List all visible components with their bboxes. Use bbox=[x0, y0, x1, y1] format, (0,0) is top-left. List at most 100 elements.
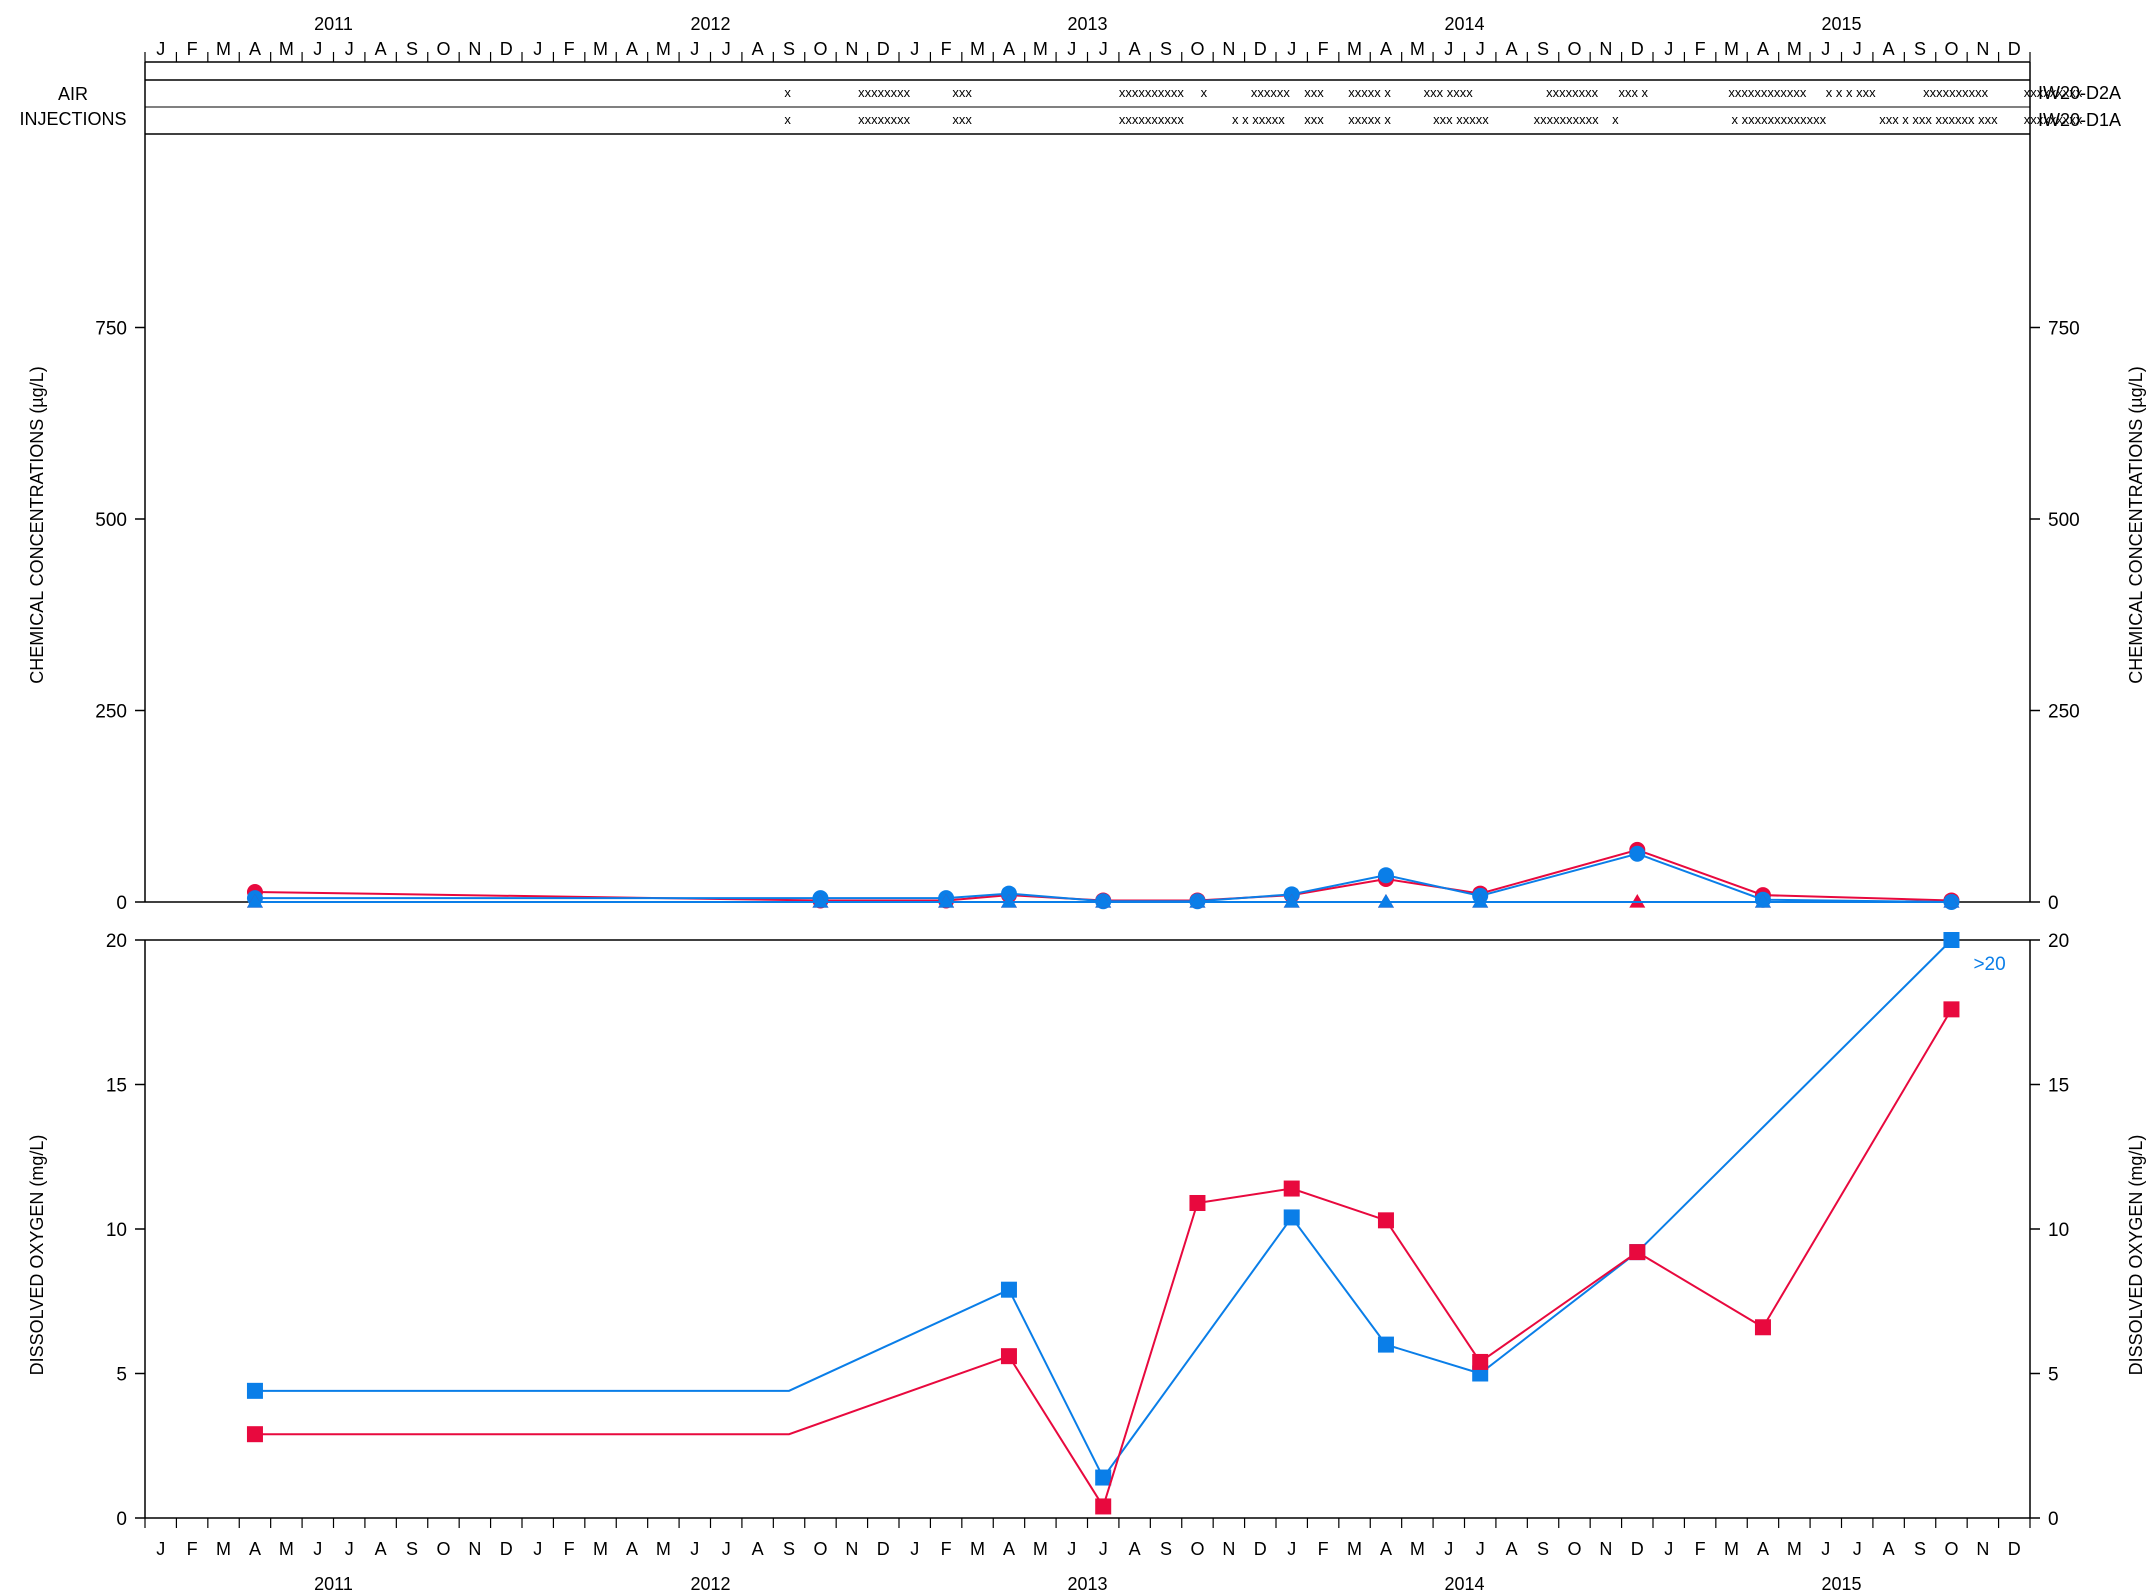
oxygen-y-tick-label-left: 10 bbox=[106, 1220, 127, 1241]
oxygen-y-ticks: 0 0 5 5 10 10 15 15 20 20 bbox=[106, 931, 2069, 1530]
bottom-year-label: 2012 bbox=[690, 1574, 730, 1594]
top-month-label: J bbox=[1067, 39, 1076, 59]
top-year-labels: 2011 2012 2013 2014 2015 bbox=[314, 14, 1861, 34]
top-month-label: J bbox=[1287, 39, 1296, 59]
injection-well-label: IW20-D2A bbox=[2038, 83, 2121, 103]
oxygen-y-tick-label-right: 15 bbox=[2048, 1076, 2069, 1097]
top-year-label: 2013 bbox=[1067, 14, 1107, 34]
chart-annotations: >20 bbox=[1973, 954, 2005, 975]
top-month-label: J bbox=[345, 39, 354, 59]
oxygen-data-point bbox=[1377, 1336, 1394, 1353]
top-month-label: M bbox=[1724, 39, 1739, 59]
bottom-month-label: M bbox=[593, 1539, 608, 1559]
chemical-data-point bbox=[1189, 894, 1206, 908]
bottom-month-label: A bbox=[1129, 1539, 1141, 1559]
top-month-label: J bbox=[690, 39, 699, 59]
top-month-label: J bbox=[1476, 39, 1485, 59]
top-year-label: 2015 bbox=[1821, 14, 1861, 34]
oxygen-data-point bbox=[246, 1426, 263, 1443]
bottom-month-label: A bbox=[375, 1539, 387, 1559]
bottom-month-label: J bbox=[533, 1539, 542, 1559]
oxygen-data-point bbox=[1943, 932, 1960, 948]
chemical-data-point bbox=[1283, 894, 1300, 908]
bottom-month-label: N bbox=[468, 1539, 481, 1559]
top-month-label: A bbox=[1883, 39, 1895, 59]
bottom-month-label: N bbox=[1599, 1539, 1612, 1559]
y-axis-label-left-bottom: DISSOLVED OXYGEN (mg/L) bbox=[27, 1135, 47, 1376]
top-year-label: 2011 bbox=[314, 14, 353, 34]
oxygen-y-tick-label-left: 5 bbox=[116, 1365, 127, 1386]
top-month-label: S bbox=[1914, 39, 1926, 59]
top-month-label: M bbox=[216, 39, 231, 59]
bottom-month-label: J bbox=[690, 1539, 699, 1559]
bottom-month-label: F bbox=[941, 1539, 952, 1559]
top-month-label: N bbox=[1222, 39, 1235, 59]
oxygen-y-tick-label-right: 5 bbox=[2048, 1365, 2059, 1386]
top-month-label: M bbox=[656, 39, 671, 59]
oxygen-data-point bbox=[1000, 1281, 1017, 1298]
top-month-label: O bbox=[813, 39, 827, 59]
air-injections-label-line2: INJECTIONS bbox=[19, 109, 126, 129]
air-injections-label-line1: AIR bbox=[58, 84, 88, 104]
top-month-label: N bbox=[468, 39, 481, 59]
oxygen-data-point bbox=[1095, 1498, 1112, 1515]
top-year-label: 2014 bbox=[1444, 14, 1484, 34]
top-month-label: A bbox=[375, 39, 387, 59]
oxygen-data-point bbox=[1283, 1180, 1300, 1197]
chemical-y-tick-label-left: 0 bbox=[116, 893, 127, 914]
oxygen-data-point bbox=[1189, 1194, 1206, 1211]
bottom-month-label: J bbox=[345, 1539, 354, 1559]
top-month-label: O bbox=[1944, 39, 1958, 59]
bottom-month-label: F bbox=[1695, 1539, 1706, 1559]
top-month-label: F bbox=[564, 39, 575, 59]
bottom-month-label: F bbox=[1318, 1539, 1329, 1559]
bottom-month-label: J bbox=[1821, 1539, 1830, 1559]
injection-mark: xxxxxxxxxx bbox=[1119, 112, 1185, 127]
bottom-month-label: S bbox=[406, 1539, 418, 1559]
y-axis-label-right-bottom: DISSOLVED OXYGEN (mg/L) bbox=[2126, 1135, 2146, 1376]
injection-mark: x xxxxxxxxxxxxx bbox=[1732, 112, 1827, 127]
injection-mark: xxx x xxx xxxxxx xxx bbox=[1879, 112, 1998, 127]
injection-mark: xxxxx x bbox=[1348, 85, 1391, 100]
bottom-month-label: N bbox=[1976, 1539, 1989, 1559]
top-month-label: A bbox=[1757, 39, 1769, 59]
bottom-month-label: J bbox=[1476, 1539, 1485, 1559]
chemical-series bbox=[246, 841, 1960, 910]
oxygen-data-point bbox=[246, 1382, 263, 1399]
oxygen-data-point bbox=[1377, 1212, 1394, 1229]
injection-mark: xxx bbox=[952, 112, 972, 127]
bottom-month-label: A bbox=[1757, 1539, 1769, 1559]
chemical-y-tick-label-left: 500 bbox=[95, 510, 127, 531]
oxygen-y-tick-label-right: 0 bbox=[2048, 1509, 2059, 1530]
injection-mark: xxx x bbox=[1618, 85, 1648, 100]
bottom-year-label: 2015 bbox=[1821, 1574, 1861, 1594]
injection-well-label: IW20-D1A bbox=[2038, 110, 2121, 130]
chemical-data-point bbox=[1095, 894, 1112, 908]
oxygen-data-point bbox=[1754, 1319, 1771, 1336]
injection-mark: x bbox=[1612, 112, 1619, 127]
injection-mark: xxx xxxxx bbox=[1433, 112, 1489, 127]
bottom-month-label: A bbox=[1380, 1539, 1392, 1559]
bottom-month-label: S bbox=[1537, 1539, 1549, 1559]
top-month-label: J bbox=[1853, 39, 1862, 59]
injection-mark: xxx bbox=[952, 85, 972, 100]
top-month-label: D bbox=[877, 39, 890, 59]
bottom-month-label: M bbox=[970, 1539, 985, 1559]
top-month-label: J bbox=[1099, 39, 1108, 59]
bottom-month-label: J bbox=[156, 1539, 165, 1559]
chemical-y-tick-label-right: 0 bbox=[2048, 893, 2059, 914]
bottom-month-label: M bbox=[1787, 1539, 1802, 1559]
top-month-label: A bbox=[752, 39, 764, 59]
top-month-label: O bbox=[436, 39, 450, 59]
injection-mark: xxx bbox=[1304, 85, 1324, 100]
y-axis-label-left-top: CHEMICAL CONCENTRATIONS (µg/L) bbox=[27, 366, 47, 683]
top-month-label: J bbox=[1664, 39, 1673, 59]
top-month-label: S bbox=[1160, 39, 1172, 59]
chemical-data-point bbox=[246, 894, 263, 908]
top-month-label: J bbox=[722, 39, 731, 59]
bottom-month-label: O bbox=[813, 1539, 827, 1559]
